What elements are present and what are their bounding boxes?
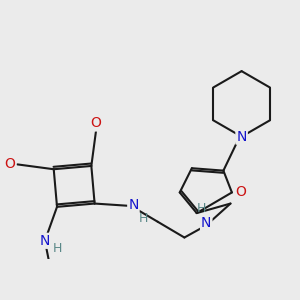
Text: N: N <box>40 234 50 248</box>
Text: O: O <box>4 158 16 171</box>
Text: N: N <box>236 130 247 144</box>
Text: N: N <box>201 216 211 230</box>
Text: O: O <box>235 185 246 200</box>
Text: H: H <box>197 202 206 215</box>
Text: H: H <box>52 242 62 255</box>
Text: N: N <box>128 198 139 212</box>
Text: H: H <box>139 212 148 225</box>
Text: O: O <box>91 116 102 130</box>
